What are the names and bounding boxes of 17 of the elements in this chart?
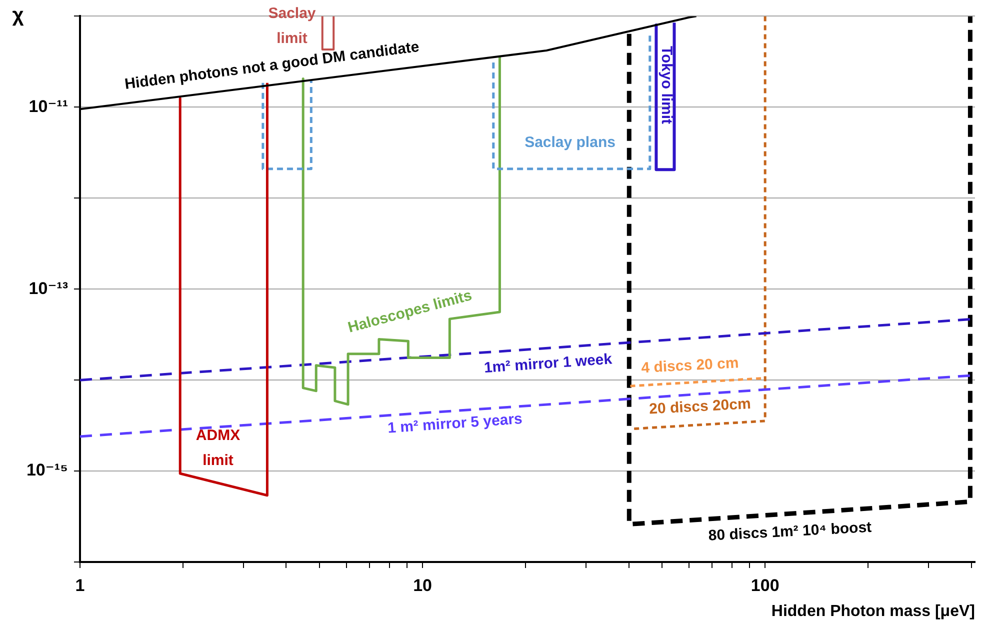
x-axis-title: Hidden Photon mass [μeV]: [771, 602, 975, 620]
series-label: 4 discs 20 cm: [640, 354, 740, 377]
text: Tokyo limit: [658, 46, 675, 124]
y-axis-title: χ: [12, 4, 24, 27]
series-label: 1 m² mirror 5 years: [387, 410, 523, 437]
series-label: 20 discs 20cm: [648, 395, 752, 418]
y-tick-label: 10⁻¹⁵: [26, 460, 68, 480]
x-tick-label: 10: [413, 576, 432, 595]
series-label: Saclay limit: [268, 5, 316, 48]
y-tick-label: 10⁻¹¹: [28, 96, 68, 116]
series-label: Saclay plans: [524, 134, 616, 152]
x-tick-label: 1: [75, 576, 85, 595]
series-label: ADMX limit: [196, 427, 240, 470]
series-label: 1m² mirror 1 week: [483, 350, 614, 377]
series-label: 80 discs 1m² 10⁴ boost: [708, 518, 872, 544]
x-tick-label: 100: [750, 576, 780, 595]
y-tick-label: 10⁻¹³: [28, 278, 68, 298]
